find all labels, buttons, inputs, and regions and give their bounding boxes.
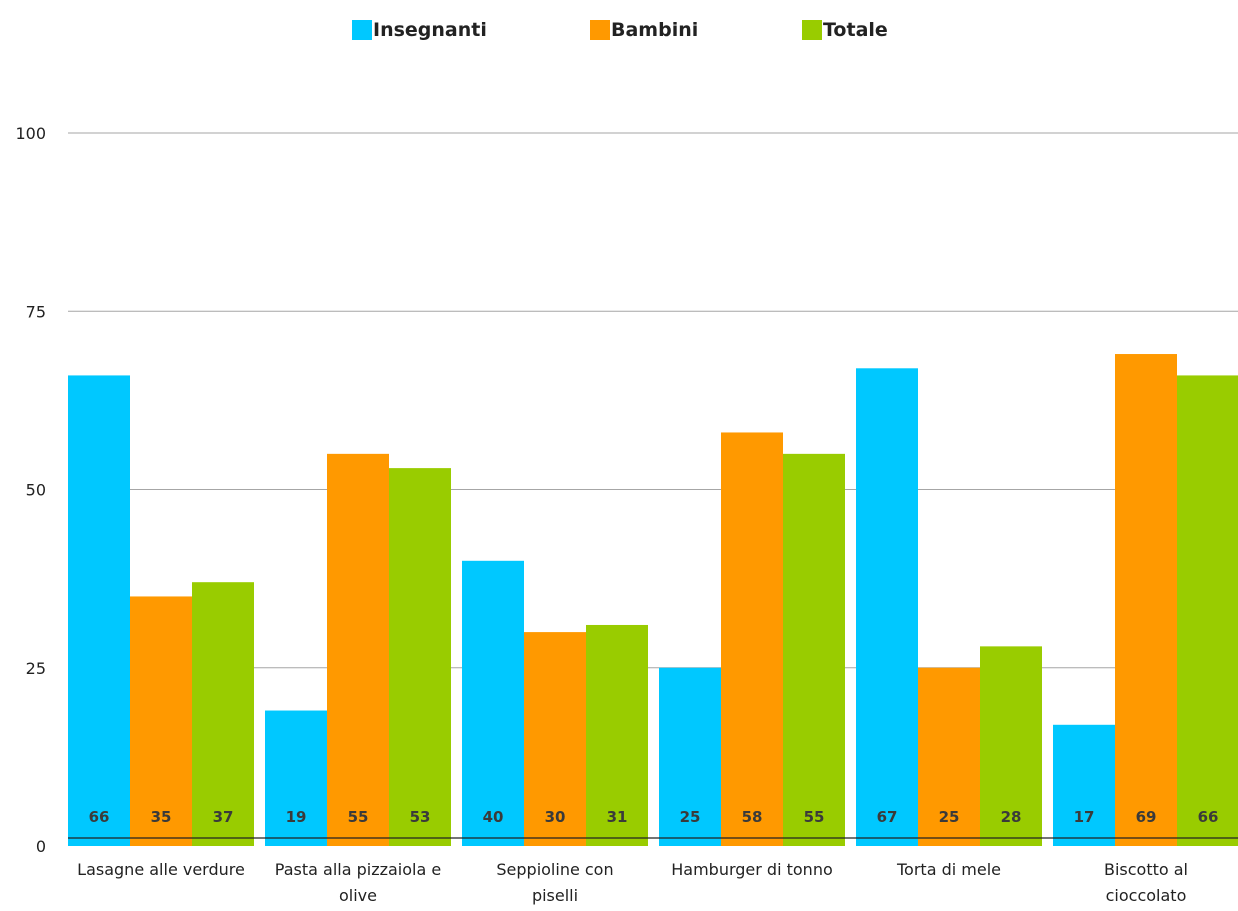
legend-label-bambini: Bambini (611, 19, 698, 41)
gridlines (68, 132, 1238, 669)
bar-bambini (918, 667, 980, 846)
data-label: 25 (939, 808, 960, 826)
bar-insegnanti (462, 560, 524, 846)
legend-label-insegnanti: Insegnanti (373, 19, 487, 41)
data-label: 25 (680, 808, 701, 826)
data-label: 53 (410, 808, 431, 826)
bar-insegnanti (265, 710, 327, 846)
legend-swatch-totale (802, 20, 822, 40)
legend: Insegnanti Bambini Totale (352, 19, 888, 41)
x-tick-label: Pasta alla pizzaiola e olive (275, 860, 441, 905)
y-tick-label: 75 (26, 302, 46, 321)
y-axis: 0 25 50 75 100 (15, 124, 46, 856)
legend-label-totale: Totale (823, 19, 888, 41)
data-label: 66 (1198, 808, 1219, 826)
data-label: 69 (1136, 808, 1157, 826)
bar-totale (1177, 375, 1238, 846)
x-axis: Lasagne alle verdure Pasta alla pizzaiola… (68, 837, 1238, 905)
data-label: 19 (286, 808, 307, 826)
data-label: 58 (742, 808, 763, 826)
bar-totale (980, 646, 1042, 846)
y-tick-label: 100 (15, 124, 46, 143)
bar-bambini (1115, 354, 1177, 846)
data-label: 55 (348, 808, 369, 826)
bar-bambini (130, 596, 192, 846)
data-label: 66 (89, 808, 110, 826)
legend-swatch-bambini (590, 20, 610, 40)
bar-insegnanti (68, 375, 130, 846)
data-label: 28 (1001, 808, 1022, 826)
x-tick-label: Seppioline con piselli (496, 860, 613, 905)
data-label: 55 (804, 808, 825, 826)
bar-totale (783, 453, 845, 846)
data-label: 30 (545, 808, 566, 826)
bar-insegnanti (856, 368, 918, 846)
legend-swatch-insegnanti (352, 20, 372, 40)
x-tick-label: Torta di mele (896, 860, 1001, 879)
bar-bambini (327, 453, 389, 846)
x-tick-label: Hamburger di tonno (671, 860, 833, 879)
bar-totale (586, 624, 648, 846)
data-label: 37 (213, 808, 234, 826)
data-label: 40 (483, 808, 504, 826)
bar-insegnanti (1053, 724, 1115, 846)
y-tick-label: 0 (36, 837, 46, 856)
bar-totale (192, 582, 254, 846)
data-label: 67 (877, 808, 898, 826)
bar-insegnanti (659, 667, 721, 846)
bars: 66 35 37 19 55 53 40 30 31 25 58 55 67 25 28 17 69 66 (68, 354, 1238, 846)
y-tick-label: 50 (26, 481, 46, 500)
data-label: 31 (607, 808, 628, 826)
data-label: 17 (1074, 808, 1095, 826)
bar-bambini (721, 432, 783, 846)
bar-totale (389, 468, 451, 846)
bar-bambini (524, 632, 586, 846)
y-tick-label: 25 (26, 659, 46, 678)
data-label: 35 (151, 808, 172, 826)
x-tick-label: Biscotto al cioccolato (1104, 860, 1188, 905)
x-tick-label: Lasagne alle verdure (77, 860, 245, 879)
